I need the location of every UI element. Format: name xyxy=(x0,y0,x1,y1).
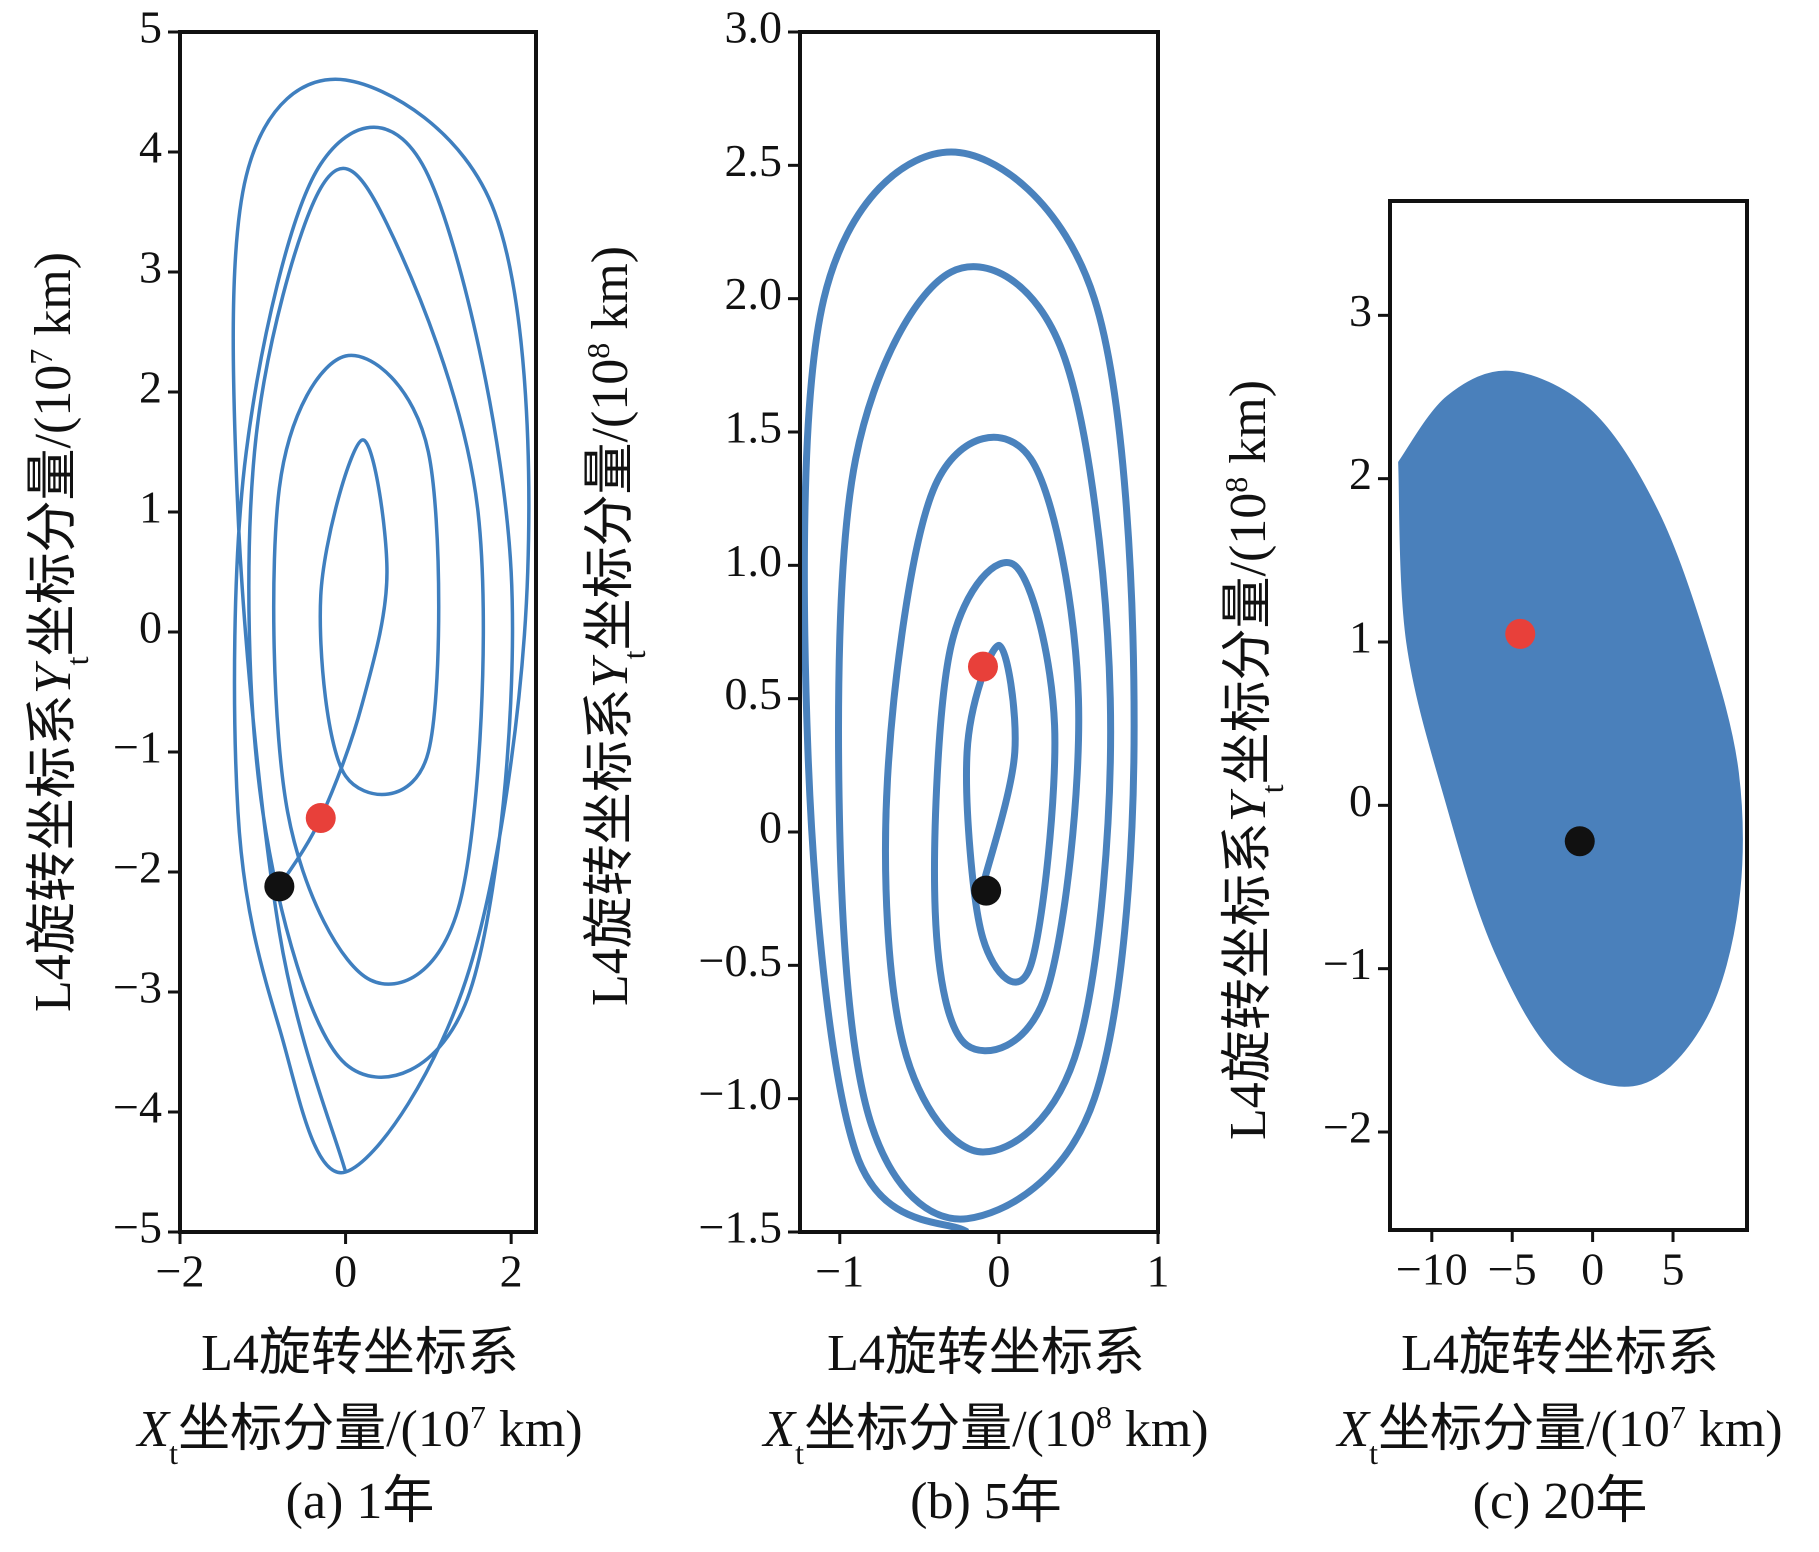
plot-area xyxy=(1398,370,1743,1087)
y-tick-label: 5 xyxy=(139,2,162,53)
x-tick-label: −2 xyxy=(156,1246,205,1297)
label-exp: 8 xyxy=(1218,477,1254,493)
marker-point xyxy=(971,875,1002,906)
axis-label: L4旋转坐标系Yt坐标分量/(108 km) xyxy=(1218,380,1290,1140)
label-unit: km) xyxy=(25,252,82,349)
y-tick-label: −1 xyxy=(1323,938,1372,989)
y-tick-label: 4 xyxy=(139,122,162,173)
caption: (c) 20年 xyxy=(1473,1473,1648,1530)
y-tick-label: −2 xyxy=(113,842,162,893)
y-tick-label: 3 xyxy=(139,242,162,293)
label-text: 坐标分量/(10 xyxy=(178,1401,470,1458)
x-tick-label: 0 xyxy=(987,1246,1010,1297)
label-exp: 7 xyxy=(1670,1399,1686,1435)
y-tick-label: 1.0 xyxy=(725,535,783,586)
x-tick-label: −5 xyxy=(1488,1244,1537,1295)
label-sub: t xyxy=(59,656,95,665)
y-tick-label: 3.0 xyxy=(725,2,783,53)
axis-label: Xt坐标分量/(107 km) xyxy=(135,1399,582,1471)
x-tick-label: 1 xyxy=(1147,1246,1170,1297)
label-text: L4旋转坐标系 xyxy=(582,688,639,1006)
x-label-line1: L4旋转坐标系 xyxy=(201,1325,519,1382)
trajectory xyxy=(1398,370,1743,1087)
y-tick-label: −0.5 xyxy=(699,935,782,986)
label-unit: km) xyxy=(486,1401,583,1458)
label-text: 坐标分量/(10 xyxy=(582,359,639,651)
x-tick-label: −1 xyxy=(815,1246,864,1297)
y-tick-label: 2.0 xyxy=(725,268,783,319)
y-tick-label: 0 xyxy=(759,802,782,853)
marker-point xyxy=(1564,826,1595,857)
x-tick-label: 0 xyxy=(334,1246,357,1297)
label-text: 坐标分量/(10 xyxy=(1220,493,1277,785)
axis-label: Xt坐标分量/(107 km) xyxy=(1335,1399,1782,1471)
y-tick-label: 1.5 xyxy=(725,402,783,453)
axis-label: L4旋转坐标系Yt坐标分量/(107 km) xyxy=(23,252,95,1012)
y-tick-label: −5 xyxy=(113,1202,162,1253)
label-text: 坐标分量/(10 xyxy=(1378,1401,1670,1458)
label-var: X xyxy=(761,1401,797,1458)
axis-label: L4旋转坐标系Yt坐标分量/(108 km) xyxy=(580,246,652,1006)
y-tick-label: 1 xyxy=(1349,612,1372,663)
trajectory xyxy=(800,148,1138,1232)
label-unit: km) xyxy=(1112,1401,1209,1458)
label-var: Y xyxy=(1220,788,1277,822)
y-tick-label: −1.5 xyxy=(699,1202,782,1253)
y-tick-label: 2.5 xyxy=(725,135,783,186)
y-tick-label: 1 xyxy=(139,482,162,533)
y-tick-label: −1 xyxy=(113,722,162,773)
label-var: X xyxy=(135,1401,171,1458)
label-text: L4旋转坐标系 xyxy=(25,694,82,1012)
marker-point xyxy=(305,803,336,833)
caption: (a) 1年 xyxy=(286,1473,435,1530)
label-unit: km) xyxy=(582,246,639,343)
marker-point xyxy=(967,651,998,682)
label-unit: km) xyxy=(1220,380,1277,477)
y-tick-label: 0 xyxy=(1349,775,1372,826)
x-label-line1: L4旋转坐标系 xyxy=(827,1325,1145,1382)
label-sub: t xyxy=(1369,1435,1378,1471)
marker-point xyxy=(264,871,295,902)
axis-label: Xt坐标分量/(108 km) xyxy=(761,1399,1208,1471)
label-sub: t xyxy=(169,1435,178,1471)
x-tick-label: 5 xyxy=(1662,1244,1685,1295)
plot-area xyxy=(231,77,531,1175)
y-tick-label: −2 xyxy=(1323,1102,1372,1153)
label-text: L4旋转坐标系 xyxy=(1220,822,1277,1140)
label-exp: 7 xyxy=(470,1399,486,1435)
label-sub: t xyxy=(616,650,652,659)
x-tick-label: −10 xyxy=(1396,1244,1468,1295)
marker-point xyxy=(1505,618,1536,649)
label-exp: 8 xyxy=(1096,1399,1112,1435)
label-text: 坐标分量/(10 xyxy=(804,1401,1096,1458)
label-unit: km) xyxy=(1686,1401,1783,1458)
y-tick-label: −1.0 xyxy=(699,1068,782,1119)
label-exp: 7 xyxy=(23,349,59,365)
axes-frame xyxy=(798,30,1160,1234)
y-tick-label: 3 xyxy=(1349,285,1372,336)
axes-frame xyxy=(1388,199,1749,1232)
label-var: Y xyxy=(582,654,639,688)
y-tick-label: 2 xyxy=(139,362,162,413)
label-var: Y xyxy=(25,660,82,694)
x-label-line1: L4旋转坐标系 xyxy=(1401,1325,1719,1382)
trajectory xyxy=(231,77,531,1175)
caption: (b) 5年 xyxy=(910,1473,1062,1530)
x-tick-label: 0 xyxy=(1581,1244,1604,1295)
x-tick-label: 2 xyxy=(500,1246,523,1297)
label-sub: t xyxy=(795,1435,804,1471)
label-sub: t xyxy=(1254,784,1290,793)
label-text: 坐标分量/(10 xyxy=(25,365,82,657)
y-tick-label: 0.5 xyxy=(725,668,783,719)
y-tick-label: 2 xyxy=(1349,448,1372,499)
y-tick-label: −4 xyxy=(113,1082,162,1133)
plot-area xyxy=(800,148,1138,1232)
y-tick-label: −3 xyxy=(113,962,162,1013)
y-tick-label: 0 xyxy=(139,602,162,653)
label-var: X xyxy=(1335,1401,1371,1458)
label-exp: 8 xyxy=(580,343,616,359)
